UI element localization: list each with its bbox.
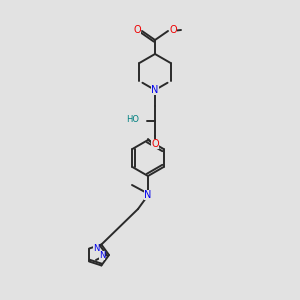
Text: O: O <box>169 25 177 35</box>
Text: HO: HO <box>126 116 139 124</box>
Text: N: N <box>151 85 159 95</box>
Text: O: O <box>151 139 159 149</box>
Text: N: N <box>144 190 152 200</box>
Text: O: O <box>133 25 141 35</box>
Text: N: N <box>93 244 100 253</box>
Text: N: N <box>99 250 105 260</box>
